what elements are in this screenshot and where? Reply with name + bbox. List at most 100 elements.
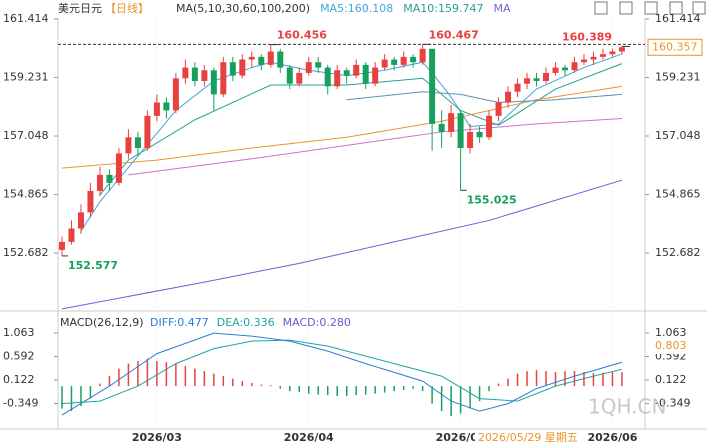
candle-body — [495, 102, 502, 116]
candle-body — [182, 67, 189, 79]
candle-body — [419, 48, 426, 63]
candle-body — [201, 70, 208, 81]
crosshair-date: 2026/05/29 星期五 — [478, 431, 578, 444]
y-tick-label: -0.349 — [655, 397, 690, 410]
y-tick-label: 161.414 — [655, 12, 701, 25]
x-tick-label: 2026/04 — [284, 431, 334, 444]
y-tick-label: 0.122 — [3, 373, 35, 386]
y-tick-label: 154.865 — [655, 188, 701, 201]
candle-body — [343, 70, 350, 76]
marker-box — [648, 337, 702, 354]
candle-body — [58, 241, 65, 250]
candle-body — [476, 131, 483, 138]
y-tick-label: 161.414 — [3, 12, 49, 25]
candle-body — [125, 137, 132, 154]
ma-legend: MA5:160.108 — [320, 2, 393, 15]
candle-body — [96, 174, 103, 191]
y-tick-label: -0.349 — [3, 397, 38, 410]
line — [61, 332, 623, 416]
line — [61, 179, 623, 310]
candle-body — [134, 137, 141, 149]
candle-body — [144, 115, 151, 149]
candle-body — [353, 64, 360, 76]
candle-body — [372, 67, 379, 84]
candle-body — [115, 153, 122, 183]
crosshair-date-box — [475, 430, 585, 446]
candle-body — [334, 70, 341, 87]
toolbar-icons[interactable] — [594, 1, 706, 15]
candle-body — [324, 67, 331, 87]
y-tick-label: 157.048 — [3, 129, 49, 142]
candle-body — [77, 212, 84, 229]
candle-body — [457, 113, 464, 149]
ma-legend: MA(5,10,30,60,100,200) — [176, 2, 310, 15]
candle-body — [239, 59, 246, 76]
y-tick-label: 0.122 — [655, 373, 687, 386]
watermark: 1QH.CN — [588, 395, 666, 419]
candle-body — [505, 91, 512, 103]
candle-body — [258, 56, 265, 65]
line — [346, 91, 622, 103]
x-tick-label: 2026/05 — [436, 431, 486, 444]
candle-body — [524, 78, 531, 84]
macd-title: MACD(26,12,9) — [60, 316, 144, 329]
annotation-label: 160.389 — [562, 30, 612, 43]
candle-body — [248, 56, 255, 60]
candle-body — [410, 56, 417, 63]
candle-body — [609, 51, 616, 55]
period: 【日线】 — [105, 1, 149, 15]
candle-body — [315, 62, 322, 68]
line — [99, 63, 623, 196]
y-tick-label: 152.682 — [3, 246, 49, 259]
candle-body — [571, 62, 578, 71]
icon[interactable] — [669, 1, 683, 15]
icon[interactable] — [594, 1, 608, 15]
icon[interactable] — [619, 1, 633, 15]
last-price-label: 160.357 — [652, 40, 698, 53]
icon[interactable] — [692, 1, 706, 15]
candle-body — [400, 56, 407, 65]
candle-body — [163, 102, 170, 111]
y-tick-label: 1.063 — [3, 326, 35, 339]
candle-body — [172, 78, 179, 111]
candle-body — [210, 70, 217, 95]
candle-body — [106, 174, 113, 183]
candle-body — [286, 67, 293, 84]
ma-legend: MA — [494, 2, 511, 15]
candle-body — [514, 83, 521, 92]
candle-body — [618, 47, 625, 52]
symbol: 美元日元 — [58, 2, 102, 15]
x-tick-label: 2026/03 — [132, 431, 182, 444]
candle-body — [533, 78, 540, 81]
candle-body — [229, 62, 236, 76]
line — [128, 118, 622, 176]
line — [61, 339, 623, 405]
macd-legend: DEA:0.336 — [217, 316, 275, 329]
y-tick-label: 1.063 — [655, 326, 687, 339]
macd-legend: MACD:0.280 — [283, 316, 351, 329]
marker-label: 0.803 — [655, 339, 687, 352]
candle-body — [552, 67, 559, 73]
y-tick-label: 154.865 — [3, 188, 49, 201]
candle-body — [296, 72, 303, 84]
candle-body — [153, 102, 160, 116]
annotation-label: 160.467 — [429, 28, 479, 41]
macd-legend: DIFF:0.477 — [150, 316, 209, 329]
candle-body — [448, 113, 455, 132]
annotation-label: 152.577 — [68, 259, 118, 272]
candle-body — [267, 51, 274, 65]
candle-body — [467, 131, 474, 149]
candle-body — [590, 56, 597, 60]
candle-body — [305, 62, 312, 73]
candle-body — [429, 48, 436, 124]
y-tick-label: 0.592 — [3, 350, 35, 363]
y-tick-label: 159.231 — [655, 70, 701, 83]
candle-body — [68, 228, 75, 242]
icon[interactable] — [644, 1, 658, 15]
candle-body — [486, 115, 493, 138]
candle-body — [87, 190, 94, 213]
y-tick-label: 157.048 — [655, 129, 701, 142]
ma-legend: MA10:159.747 — [403, 2, 483, 15]
